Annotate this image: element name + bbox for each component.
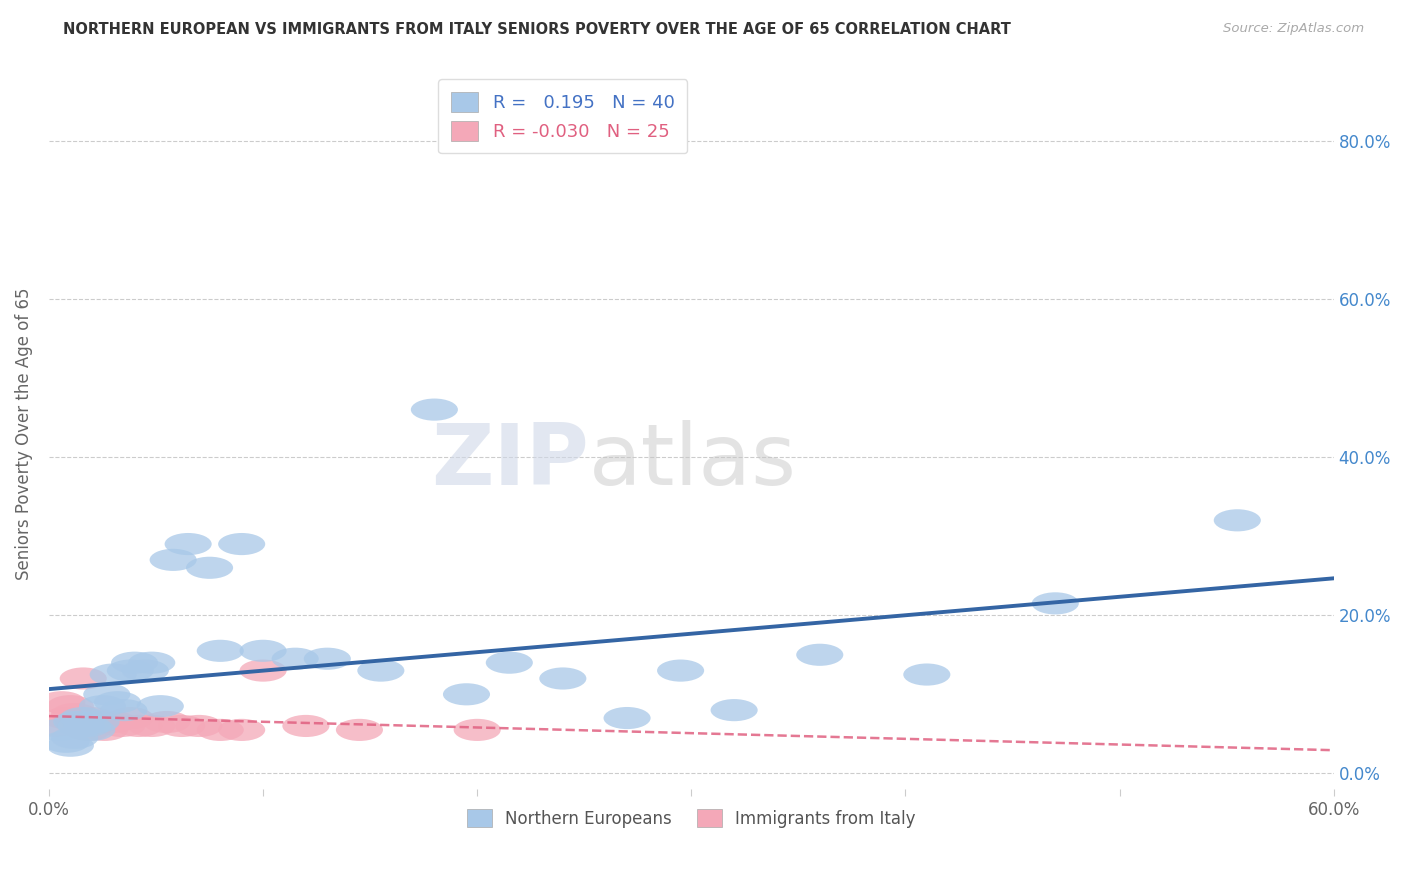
Ellipse shape xyxy=(271,648,319,670)
Ellipse shape xyxy=(218,719,266,741)
Ellipse shape xyxy=(149,549,197,571)
Ellipse shape xyxy=(59,707,107,729)
Ellipse shape xyxy=(283,714,329,737)
Ellipse shape xyxy=(83,683,131,706)
Text: ZIP: ZIP xyxy=(430,420,589,503)
Text: NORTHERN EUROPEAN VS IMMIGRANTS FROM ITALY SENIORS POVERTY OVER THE AGE OF 65 CO: NORTHERN EUROPEAN VS IMMIGRANTS FROM ITA… xyxy=(63,22,1011,37)
Ellipse shape xyxy=(53,711,100,733)
Text: atlas: atlas xyxy=(589,420,797,503)
Ellipse shape xyxy=(157,714,205,737)
Ellipse shape xyxy=(115,714,163,737)
Ellipse shape xyxy=(69,719,115,741)
Ellipse shape xyxy=(75,711,122,733)
Ellipse shape xyxy=(197,719,243,741)
Ellipse shape xyxy=(796,644,844,665)
Ellipse shape xyxy=(186,557,233,579)
Legend: Northern Europeans, Immigrants from Italy: Northern Europeans, Immigrants from Ital… xyxy=(460,803,922,834)
Ellipse shape xyxy=(37,719,83,741)
Ellipse shape xyxy=(657,659,704,681)
Y-axis label: Seniors Poverty Over the Age of 65: Seniors Poverty Over the Age of 65 xyxy=(15,287,32,580)
Ellipse shape xyxy=(304,648,352,670)
Ellipse shape xyxy=(485,652,533,673)
Ellipse shape xyxy=(51,703,98,725)
Ellipse shape xyxy=(107,707,153,729)
Ellipse shape xyxy=(143,711,190,733)
Ellipse shape xyxy=(63,719,111,741)
Ellipse shape xyxy=(58,714,104,737)
Ellipse shape xyxy=(82,719,128,741)
Ellipse shape xyxy=(136,695,184,717)
Ellipse shape xyxy=(46,735,94,756)
Ellipse shape xyxy=(79,695,127,717)
Ellipse shape xyxy=(73,711,120,733)
Ellipse shape xyxy=(122,659,169,681)
Ellipse shape xyxy=(98,714,145,737)
Ellipse shape xyxy=(603,707,651,729)
Ellipse shape xyxy=(42,731,90,753)
Ellipse shape xyxy=(42,707,90,729)
Ellipse shape xyxy=(90,664,136,686)
Ellipse shape xyxy=(197,640,243,662)
Ellipse shape xyxy=(710,699,758,722)
Ellipse shape xyxy=(94,691,141,714)
Ellipse shape xyxy=(51,727,98,749)
Ellipse shape xyxy=(443,683,491,706)
Ellipse shape xyxy=(165,533,212,555)
Ellipse shape xyxy=(90,711,136,733)
Ellipse shape xyxy=(107,659,153,681)
Ellipse shape xyxy=(411,399,458,421)
Ellipse shape xyxy=(128,714,176,737)
Ellipse shape xyxy=(540,667,586,690)
Ellipse shape xyxy=(336,719,382,741)
Ellipse shape xyxy=(903,664,950,686)
Ellipse shape xyxy=(1032,592,1078,615)
Ellipse shape xyxy=(218,533,266,555)
Ellipse shape xyxy=(357,659,405,681)
Ellipse shape xyxy=(69,707,115,729)
Ellipse shape xyxy=(239,640,287,662)
Ellipse shape xyxy=(454,719,501,741)
Ellipse shape xyxy=(38,691,86,714)
Ellipse shape xyxy=(100,699,148,722)
Ellipse shape xyxy=(55,711,103,733)
Ellipse shape xyxy=(1213,509,1261,532)
Text: Source: ZipAtlas.com: Source: ZipAtlas.com xyxy=(1223,22,1364,36)
Ellipse shape xyxy=(128,652,176,673)
Ellipse shape xyxy=(59,667,107,690)
Ellipse shape xyxy=(63,714,111,737)
Ellipse shape xyxy=(239,659,287,681)
Ellipse shape xyxy=(46,695,94,717)
Ellipse shape xyxy=(32,714,79,737)
Ellipse shape xyxy=(111,652,157,673)
Ellipse shape xyxy=(176,714,222,737)
